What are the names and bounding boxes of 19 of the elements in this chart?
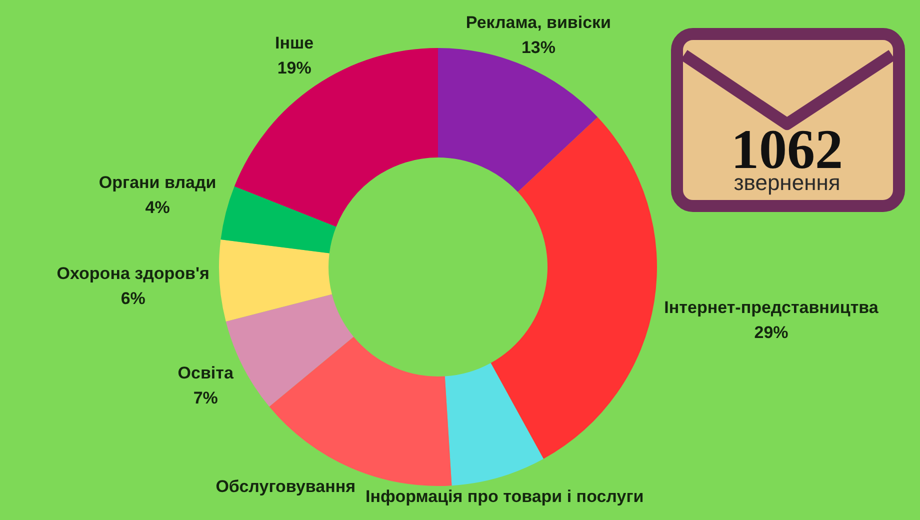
donut-slice [220, 186, 336, 254]
slice-label: Обслуговування [216, 477, 356, 496]
donut-slice [444, 362, 544, 486]
donut-slice [234, 48, 438, 227]
data-label: 6% [120, 289, 146, 308]
slice-label: Інше [275, 34, 314, 53]
data-label: 7% [193, 388, 218, 408]
slice-label: Охорона здоров'я [56, 264, 210, 284]
data-label: 19% [277, 58, 312, 78]
slice-label: Органи влади [98, 172, 216, 192]
slice-label: Реклама, вивіски [466, 12, 612, 32]
data-label: 13% [521, 38, 556, 57]
slice-label: Освіта [178, 363, 234, 382]
donut-slice [219, 240, 332, 322]
data-label: 29% [754, 322, 788, 342]
data-label: 4% [145, 198, 170, 217]
slice-label: Інформація про товари і послуги [366, 486, 644, 506]
donut-slice [490, 117, 657, 459]
slice-label: Інтернет-представництва [664, 298, 879, 317]
